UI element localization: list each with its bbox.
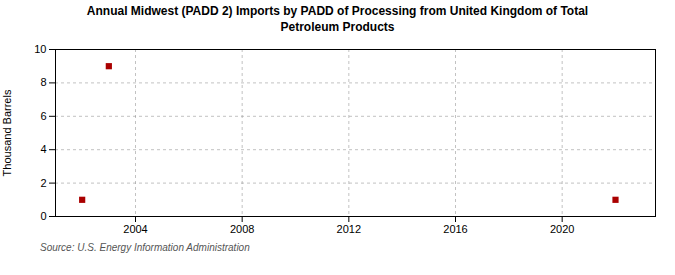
html-text:Annual Midwest (PADD 2) Import: Annual Midwest (PADD 2) Imports by PADD … (86, 4, 589, 34)
svg-text:2016: 2016 (443, 223, 467, 235)
svg-text:2004: 2004 (123, 223, 147, 235)
svg-text:2008: 2008 (230, 223, 254, 235)
svg-text:4: 4 (40, 143, 46, 155)
svg-text:8: 8 (40, 77, 46, 89)
svg-text:10: 10 (34, 43, 46, 55)
svg-text:Thousand Barrels: Thousand Barrels (1, 89, 13, 176)
html-text:Source: U.S. Energy Informatio: Source: U.S. Energy Information Administ… (40, 242, 250, 254)
svg-text:2020: 2020 (550, 223, 574, 235)
svg-text:2012: 2012 (337, 223, 361, 235)
svg-text:0: 0 (40, 210, 46, 222)
svg-text:2: 2 (40, 177, 46, 189)
svg-text:6: 6 (40, 110, 46, 122)
